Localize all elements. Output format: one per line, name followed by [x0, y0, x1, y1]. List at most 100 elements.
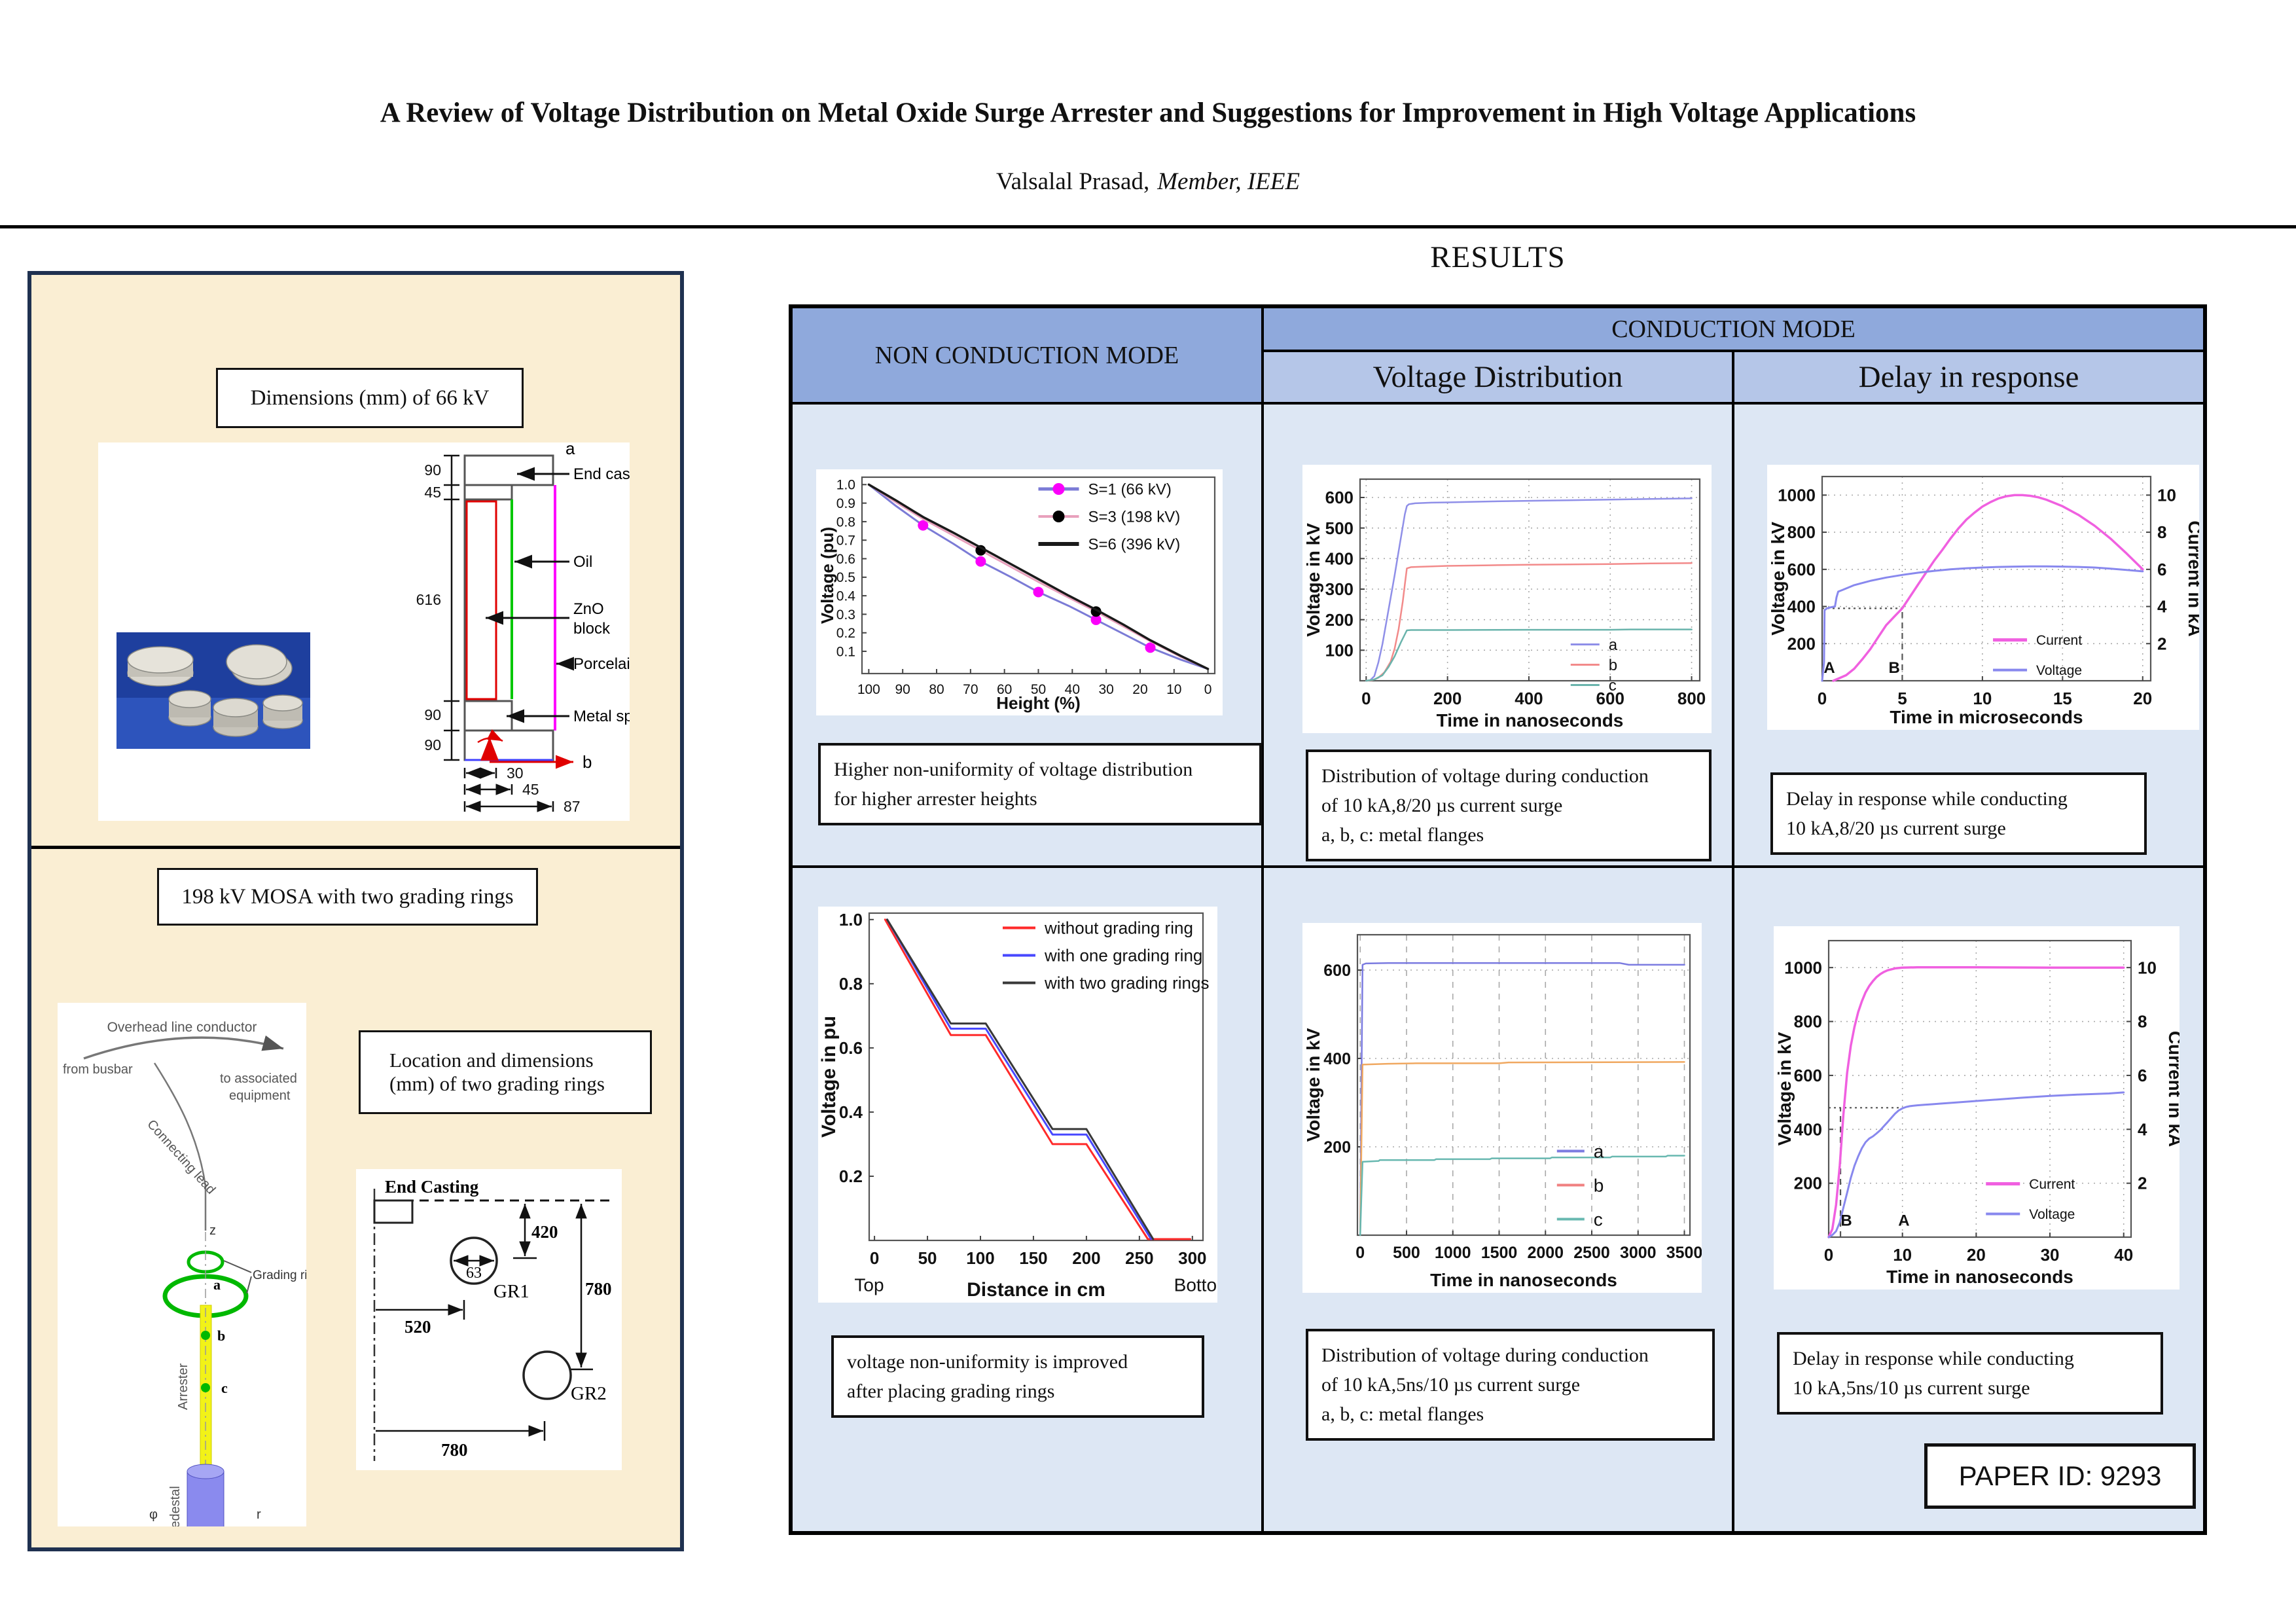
svg-text:Height (%): Height (%) — [996, 693, 1081, 713]
svg-text:300: 300 — [1178, 1248, 1206, 1268]
cell-delay-top: 0 5 10 15 20 200 400 600 800 1000 2 4 6 8 10 Time in mi… — [1734, 405, 2205, 865]
dim-420: 420 — [531, 1222, 558, 1242]
svg-text:200: 200 — [1794, 1174, 1822, 1193]
svg-text:600: 600 — [1325, 488, 1354, 507]
caption-distribution-820: Distribution of voltage during conductio… — [1306, 749, 1712, 861]
svg-text:90: 90 — [895, 682, 910, 697]
label-pedestal: Pedestal — [168, 1486, 183, 1526]
svg-text:Distance in cm: Distance in cm — [967, 1279, 1105, 1301]
svg-text:0.4: 0.4 — [839, 1102, 863, 1122]
svg-text:0: 0 — [1355, 1244, 1365, 1262]
header-voltage-distribution: Voltage Distribution — [1264, 352, 1732, 402]
svg-text:200: 200 — [1787, 634, 1816, 653]
cross-section-drawing — [463, 454, 573, 769]
caption-nonuniformity: Higher non-uniformity of voltage distrib… — [818, 743, 1262, 825]
svg-text:3000: 3000 — [1620, 1244, 1657, 1262]
dimensions-title-box: Dimensions (mm) of 66 kV — [216, 368, 524, 428]
svg-text:with one grading ring: with one grading ring — [1044, 946, 1202, 965]
arrester-cross-section-figure: 90 45 616 90 90 30 45 — [98, 439, 663, 821]
svg-text:Current: Current — [2029, 1177, 2075, 1192]
svg-text:c: c — [1594, 1209, 1603, 1229]
label-ring-c: c — [221, 1380, 228, 1396]
svg-text:0: 0 — [1818, 689, 1827, 708]
svg-c_vd2: 0 500 1000 1500 2000 2500 3000 3500 200 400 600 Tim… — [1302, 923, 1702, 1293]
svg-text:10: 10 — [1973, 689, 1992, 708]
svg-text:6: 6 — [2138, 1066, 2147, 1085]
label-zno-block: block — [573, 620, 611, 638]
svg-text:Voltage (pu): Voltage (pu) — [817, 527, 837, 624]
svg-text:0.8: 0.8 — [839, 974, 863, 994]
cell-nonconduction-top: 100 90 80 70 60 50 40 30 20 10 0 0.1 0.2 0.3 0.4 0.5 0.6… — [793, 405, 1262, 865]
svg-text:400: 400 — [1515, 689, 1543, 708]
svg-c_nc2: 0 50 100 150 200 250 300 0.2 0.4 0.6 0.8 1.0 Distanc… — [818, 907, 1232, 1303]
chart-delay-5ns: 0 10 20 30 40 200 400 600 800 1000 2 4 6 8 10 Time in n… — [1774, 926, 2185, 1290]
svg-text:0.9: 0.9 — [836, 496, 855, 511]
svg-text:2: 2 — [2157, 634, 2166, 653]
svg-text:150: 150 — [1019, 1248, 1047, 1268]
svg-text:500: 500 — [1393, 1244, 1420, 1262]
label-ring-a: a — [213, 1276, 221, 1293]
label-arrester: Arrester — [176, 1363, 190, 1410]
label-end-casting: End casting — [573, 465, 630, 483]
part-labels: a End casting Oil ZnO block Porcelain Me… — [486, 439, 663, 772]
chart-voltage-5ns: 0 500 1000 1500 2000 2500 3000 3500 200 400 600 Tim… — [1302, 923, 1702, 1293]
svg-text:8: 8 — [2157, 522, 2166, 542]
svg-text:0.2: 0.2 — [836, 626, 855, 641]
svg-text:A: A — [1898, 1212, 1909, 1230]
svg-text:Time in microseconds: Time in microseconds — [1890, 707, 2083, 727]
svg-text:Voltage: Voltage — [2036, 663, 2082, 678]
svg-text:2000: 2000 — [1527, 1244, 1564, 1262]
dim-616: 616 — [416, 591, 441, 608]
location-dimensions-box: Location and dimensions (mm) of two grad… — [359, 1030, 652, 1114]
label-zno: ZnO — [573, 600, 604, 618]
svg-text:S=1 (66 kV): S=1 (66 kV) — [1088, 480, 1172, 498]
svg-text:800: 800 — [1787, 522, 1816, 542]
label-connecting-lead: Connecting lead — [144, 1117, 218, 1197]
svg-text:S=3 (198 kV): S=3 (198 kV) — [1088, 508, 1181, 526]
panel-divider — [31, 846, 680, 849]
author-name: Valsalal Prasad, — [996, 168, 1150, 195]
label-gr2: GR2 — [571, 1383, 607, 1404]
svg-text:2500: 2500 — [1573, 1244, 1610, 1262]
svg-text:250: 250 — [1125, 1248, 1153, 1268]
caption-grading-improved: voltage non-uniformity is improved after… — [831, 1335, 1204, 1418]
svg-text:Voltage in kV: Voltage in kV — [1768, 522, 1788, 636]
location-line1: Location and dimensions — [389, 1049, 594, 1072]
svg-text:100: 100 — [857, 682, 880, 697]
svg-text:B: B — [1840, 1212, 1852, 1230]
svg-text:40: 40 — [1065, 682, 1080, 697]
svg-text:Voltage in kV: Voltage in kV — [1303, 523, 1323, 637]
label-grading-rings: Grading rings — [253, 1269, 306, 1282]
vertical-dimensions — [444, 454, 459, 761]
cross-section-svg: 90 45 616 90 90 30 45 — [117, 439, 663, 815]
label-from-busbar: from busbar — [63, 1062, 133, 1077]
svg-text:4: 4 — [2157, 597, 2167, 617]
label-overhead-line: Overhead line conductor — [107, 1020, 257, 1035]
chart-grading-rings: 0 50 100 150 200 250 300 0.2 0.4 0.6 0.8 1.0 Distanc… — [818, 907, 1232, 1303]
svg-text:0.6: 0.6 — [839, 1038, 863, 1058]
svg-text:c: c — [1609, 677, 1617, 695]
header-delay-in-response: Delay in response — [1734, 352, 2203, 402]
svg-text:20: 20 — [1967, 1245, 1986, 1265]
svg-text:600: 600 — [1787, 560, 1816, 579]
label-phi: φ — [149, 1507, 158, 1522]
svg-text:600: 600 — [1323, 962, 1351, 980]
svg-text:70: 70 — [963, 682, 978, 697]
arrester-installation-figure: Overhead line conductor from busbar to a… — [58, 1003, 327, 1589]
caption-delay-5ns: Delay in response while conducting 10 kA… — [1777, 1332, 2163, 1415]
header-conduction: CONDUCTION MODE — [1264, 308, 2203, 350]
svg-text:b: b — [1609, 657, 1617, 674]
svg-text:10: 10 — [2138, 958, 2157, 977]
label-a: a — [565, 442, 575, 458]
svg-text:0.4: 0.4 — [836, 588, 856, 604]
svg-text:Bottom: Bottom — [1174, 1275, 1217, 1295]
svg-text:Voltage in pu: Voltage in pu — [818, 1016, 840, 1138]
svg-text:a: a — [1594, 1141, 1604, 1161]
svg-text:30: 30 — [2041, 1245, 2060, 1265]
dim-780-h: 780 — [441, 1440, 468, 1460]
svg-text:1.0: 1.0 — [839, 910, 863, 929]
svg-text:Time in nanoseconds: Time in nanoseconds — [1430, 1270, 1617, 1290]
label-b: b — [583, 752, 592, 772]
svg-text:500: 500 — [1325, 518, 1354, 538]
